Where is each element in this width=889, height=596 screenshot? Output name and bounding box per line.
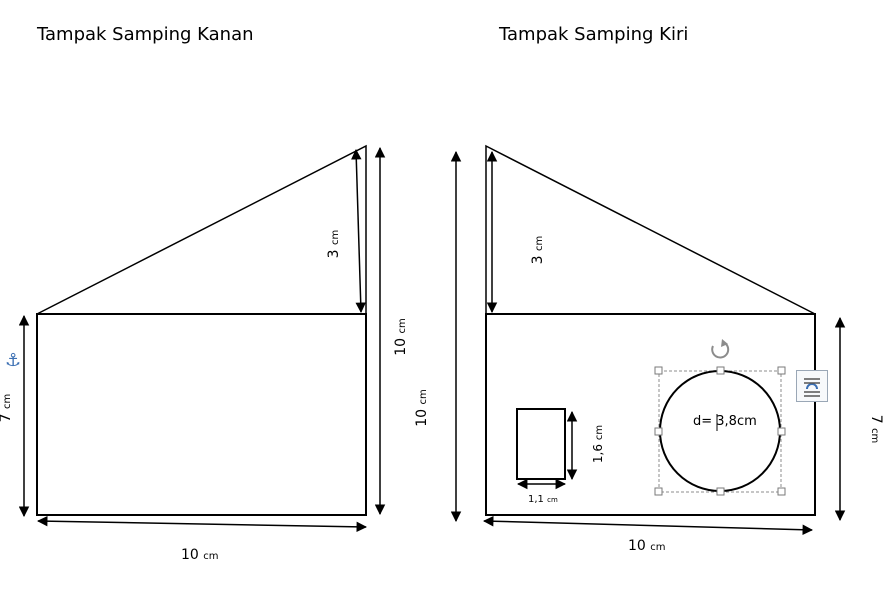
window-width-label: 1,1 cm [528, 494, 558, 505]
left-roof-height-label: 3 cm [530, 235, 546, 265]
right-wall-height-label: 7 cm [0, 393, 14, 423]
resize-handle-s[interactable] [716, 487, 725, 496]
title-left-view: Tampak Samping Kiri [499, 24, 689, 45]
resize-handle-sw[interactable] [654, 487, 663, 496]
title-right-view: Tampak Samping Kanan [37, 24, 254, 45]
resize-handle-se[interactable] [777, 487, 786, 496]
right-roof-height-label: 3 cm [326, 229, 342, 259]
left-wall-height-label: 7 cm [868, 414, 884, 444]
left-wall-rect [485, 313, 816, 516]
left-view-drawing [450, 144, 846, 535]
layout-options-icon [804, 378, 820, 397]
window-rect [516, 408, 566, 480]
left-width-label: 10 cm [628, 538, 666, 554]
right-total-height-label: 10 cm [393, 318, 409, 356]
selection-handles[interactable] [654, 366, 786, 496]
resize-handle-ne[interactable] [777, 366, 786, 375]
layout-options-button[interactable] [796, 370, 828, 402]
resize-handle-e[interactable] [777, 427, 786, 436]
right-roof-triangle [36, 144, 367, 315]
anchor-icon: ⚓ [5, 350, 22, 370]
window-height-label: 1,6 cm [591, 424, 605, 464]
right-wall-rect [36, 313, 367, 516]
resize-handle-nw[interactable] [654, 366, 663, 375]
rotate-handle-icon[interactable] [711, 339, 730, 359]
right-width-label: 10 cm [181, 547, 219, 563]
right-view-drawing [18, 144, 386, 533]
circle-window[interactable] [659, 370, 781, 492]
left-total-height-label: 10 cm [414, 389, 430, 427]
right-roof-height-arrow [351, 148, 366, 314]
right-width-arrow [36, 515, 368, 533]
circle-diameter-label: d= 3,8cm [693, 414, 757, 429]
left-width-arrow [482, 516, 814, 535]
resize-handle-n[interactable] [716, 366, 725, 375]
resize-handle-w[interactable] [654, 427, 663, 436]
